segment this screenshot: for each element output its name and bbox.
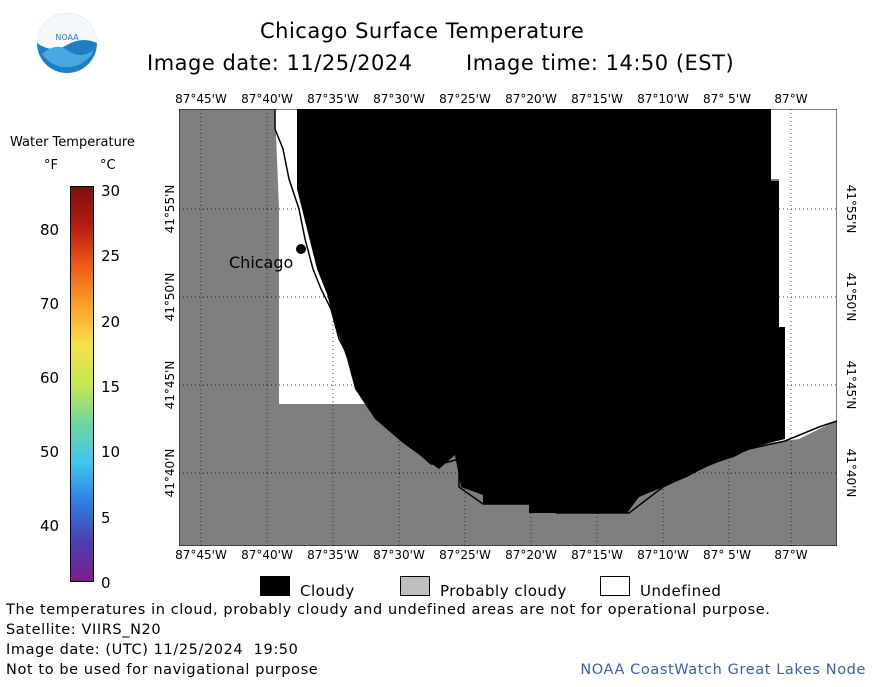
colorbar-tick-c: 25 [101,247,121,266]
lon-label-top: 87°10'W [637,92,689,106]
lat-label-right: 41°55'N [844,184,858,234]
lon-label-top: 87°40'W [241,92,293,106]
lat-label-right: 41°50'N [844,272,858,322]
colorbar [70,186,94,582]
colorbar-tick-c: 5 [101,508,111,527]
lat-label-left: 41°45'N [163,360,177,410]
city-label-chicago: Chicago [229,253,294,272]
colorbar-title: Water Temperature [10,135,135,150]
noaa-logo-icon: NOAA [37,13,97,73]
lon-label-top: 87°15'W [571,92,623,106]
colorbar-tick-c: 20 [101,312,121,331]
coastline [274,109,837,514]
lon-label-top: 87°35'W [307,92,359,106]
colorbar-unit-c: °C [100,158,116,173]
lon-label-bottom: 87°W [774,548,808,562]
colorbar-tick-c: 15 [101,377,121,396]
map [179,109,837,546]
satellite-text: Satellite: VIIRS_N20 [6,622,162,638]
lat-label-left: 41°55'N [163,184,177,234]
legend-swatch-probably-cloudy [400,576,430,596]
legend-swatch-undefined [600,576,630,596]
utc-date-text: Image date: (UTC) 11/25/2024 19:50 [6,642,299,658]
lon-label-top: 87°20'W [505,92,557,106]
lon-label-top: 87° 5'W [703,92,751,106]
logo-text: NOAA [55,33,79,42]
lon-label-bottom: 87°25'W [439,548,491,562]
colorbar-tick-c: 30 [101,182,121,200]
lon-label-bottom: 87°20'W [505,548,557,562]
legend-swatch-cloudy [260,576,290,596]
grid [179,109,837,546]
lon-label-bottom: 87° 5'W [703,548,751,562]
lon-label-top: 87°30'W [373,92,425,106]
colorbar-tick-f: 70 [40,295,60,313]
lon-label-bottom: 87°10'W [637,548,689,562]
colorbar-tick-c: 10 [101,443,121,462]
legend-label-probably-cloudy: Probably cloudy [440,582,567,600]
lon-label-bottom: 87°35'W [307,548,359,562]
lat-label-right: 41°45'N [844,360,858,410]
image-date: Image date: 11/25/2024 [147,51,413,75]
legend-label-undefined: Undefined [640,582,722,600]
colorbar-tick-f: 60 [40,369,60,387]
image-time: Image time: 14:50 (EST) [466,51,735,75]
cloud-area [297,109,785,513]
credit-text: NOAA CoastWatch Great Lakes Node [580,662,866,678]
lat-label-right: 41°40'N [844,448,858,498]
disclaimer-text: The temperatures in cloud, probably clou… [6,602,771,618]
page-title: Chicago Surface Temperature [260,19,585,43]
lon-label-bottom: 87°15'W [571,548,623,562]
colorbar-tick-f: 50 [40,443,60,461]
colorbar-tick-f: 40 [40,517,60,535]
colorbar-tick-f: 80 [40,221,60,239]
lat-label-left: 41°40'N [163,448,177,498]
lon-label-bottom: 87°40'W [241,548,293,562]
lon-label-top: 87°25'W [439,92,491,106]
lon-label-bottom: 87°30'W [373,548,425,562]
legend-label-cloudy: Cloudy [300,582,355,600]
noaa-logo: NOAA [36,12,98,74]
lon-label-top: 87°W [774,92,808,106]
lon-label-bottom: 87°45'W [175,548,227,562]
lat-label-left: 41°50'N [163,272,177,322]
colorbar-tick-c: 0 [101,573,111,592]
colorbar-unit-f: °F [44,158,58,173]
nav-note-text: Not to be used for navigational purpose [6,662,319,678]
undefined-area-east [769,109,837,443]
chicago-marker [296,244,306,254]
lon-label-top: 87°45'W [175,92,227,106]
